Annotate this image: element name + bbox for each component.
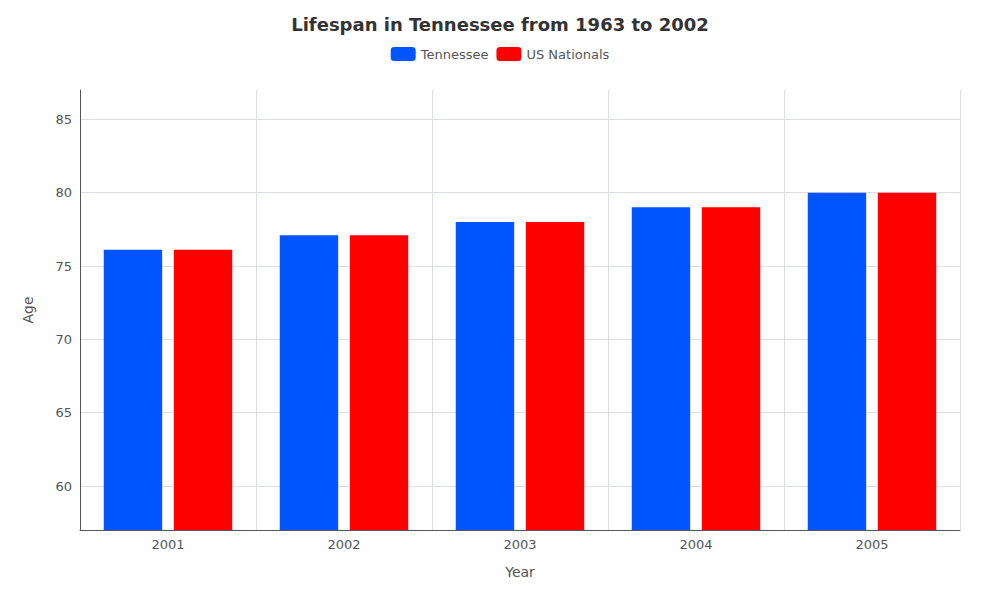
svg-text:2001: 2001 bbox=[151, 537, 184, 552]
svg-text:2003: 2003 bbox=[503, 537, 536, 552]
svg-text:Tennessee: Tennessee bbox=[420, 47, 489, 62]
svg-text:75: 75 bbox=[55, 259, 72, 274]
svg-text:80: 80 bbox=[55, 185, 72, 200]
svg-text:2005: 2005 bbox=[855, 537, 888, 552]
svg-text:US Nationals: US Nationals bbox=[526, 47, 609, 62]
svg-text:65: 65 bbox=[55, 405, 72, 420]
svg-text:Age: Age bbox=[20, 296, 36, 323]
svg-text:Lifespan in Tennessee from 196: Lifespan in Tennessee from 1963 to 2002 bbox=[291, 14, 709, 35]
svg-text:70: 70 bbox=[55, 332, 72, 347]
svg-text:85: 85 bbox=[55, 112, 72, 127]
svg-text:2004: 2004 bbox=[679, 537, 712, 552]
svg-text:60: 60 bbox=[55, 479, 72, 494]
svg-text:2002: 2002 bbox=[327, 537, 360, 552]
svg-text:Year: Year bbox=[504, 564, 535, 580]
